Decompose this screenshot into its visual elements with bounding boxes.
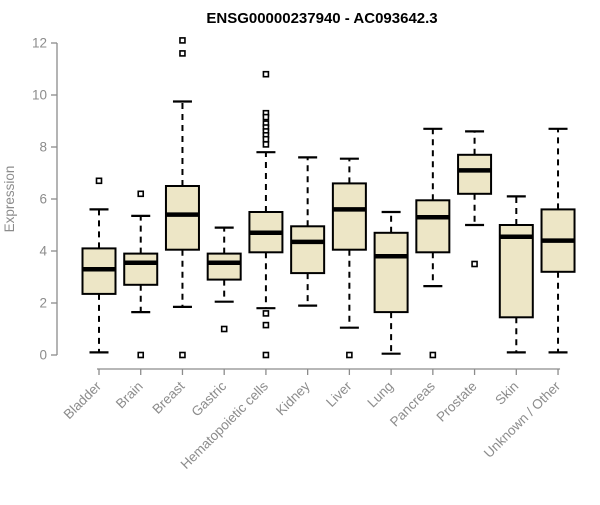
iqr-box [206, 252, 242, 281]
x-tick-label-gastric: Gastric [188, 378, 229, 419]
box-skin [498, 195, 534, 354]
x-tick-label-breast: Breast [149, 378, 187, 416]
iqr-box [498, 224, 534, 319]
outlier-point [262, 321, 270, 329]
x-tick-label-kidney: Kidney [273, 378, 313, 418]
outlier-point [429, 351, 437, 359]
outlier-point [262, 351, 270, 359]
y-tick-label-2: 2 [39, 296, 47, 311]
x-tick-label-pancreas: Pancreas [387, 378, 438, 429]
x-tick-label-prostate: Prostate [434, 379, 480, 425]
y-tick-label-12: 12 [32, 36, 47, 51]
chart-title: ENSG00000237940 - AC093642.3 [206, 10, 437, 27]
iqr-box [123, 252, 159, 286]
y-tick-label-10: 10 [32, 88, 47, 103]
iqr-box [373, 231, 409, 314]
outlier-point [179, 50, 186, 57]
x-tick-label-lung: Lung [364, 379, 396, 411]
box-liver [331, 157, 367, 359]
x-tick-label-brain: Brain [113, 379, 146, 412]
box-lung [373, 210, 409, 355]
outlier-point [179, 351, 186, 359]
iqr-box [290, 225, 326, 275]
outlier-point [220, 325, 228, 333]
box-bladder [81, 177, 117, 354]
outlier-point [262, 141, 270, 148]
outlier-point [262, 113, 270, 121]
y-tick-label-6: 6 [39, 192, 47, 207]
x-tick-label-liver: Liver [323, 378, 355, 410]
iqr-box [415, 199, 451, 254]
iqr-box [331, 182, 367, 251]
iqr-box [164, 185, 200, 251]
outlier-point [346, 351, 353, 359]
outlier-point [262, 135, 270, 143]
box-hematopoietic-cells [248, 70, 284, 359]
x-tick-label-bladder: Bladder [61, 378, 105, 422]
x-tick-label-skin: Skin [492, 379, 521, 408]
box-brain [123, 190, 159, 359]
x-tick-label-unknown-other: Unknown / Other [481, 378, 564, 461]
box-breast [164, 37, 200, 359]
box-prostate [457, 130, 493, 268]
y-axis-label: Expression [2, 166, 17, 233]
box-pancreas [415, 127, 451, 359]
box-gastric [206, 226, 242, 333]
outlier-point [262, 70, 270, 78]
y-tick-label-0: 0 [39, 348, 47, 363]
plot-area [81, 37, 576, 359]
outlier-point [471, 260, 478, 268]
outlier-point [95, 177, 103, 185]
y-tick-label-4: 4 [39, 244, 47, 259]
outlier-point [262, 310, 270, 317]
outlier-point [179, 37, 186, 44]
box-kidney [290, 156, 326, 307]
box-unknown-other [540, 127, 576, 354]
outlier-point [137, 351, 145, 359]
y-tick-label-8: 8 [39, 140, 47, 155]
iqr-box [457, 153, 493, 195]
outlier-point [137, 190, 145, 198]
